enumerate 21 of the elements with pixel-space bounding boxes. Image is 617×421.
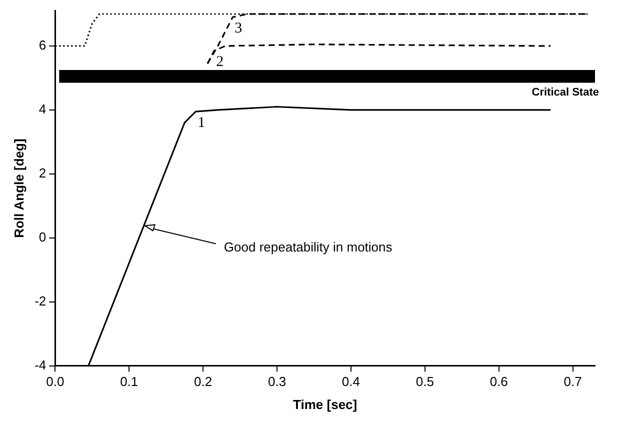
series-label: 3 (234, 20, 242, 37)
y-tick-label: -2 (34, 293, 46, 308)
y-tick-label: 4 (38, 102, 46, 117)
band-label: Critical State (532, 86, 599, 98)
y-tick-label: 2 (38, 165, 46, 180)
x-tick-label: 0.4 (342, 374, 360, 390)
annotation: Good repeatability in motions (224, 239, 393, 254)
x-axis-title: Time [sec] (293, 396, 358, 412)
y-tick-label: 0 (38, 229, 46, 244)
y-axis-title: Roll Angle [deg] (11, 138, 26, 238)
series-label: 1 (198, 114, 206, 131)
y-tick-label: -4 (34, 357, 46, 372)
x-tick-label: 0.6 (490, 374, 508, 390)
x-tick-label: 0.5 (416, 374, 434, 390)
x-tick-label: 0.7 (564, 374, 582, 390)
y-tick-label: 6 (38, 38, 46, 53)
x-tick-label: 0.2 (194, 374, 212, 390)
x-tick-label: 0.3 (268, 374, 286, 390)
x-tick-label: 0.0 (46, 374, 64, 390)
series-label: 2 (216, 54, 224, 70)
x-tick-label: 0.1 (120, 374, 138, 390)
